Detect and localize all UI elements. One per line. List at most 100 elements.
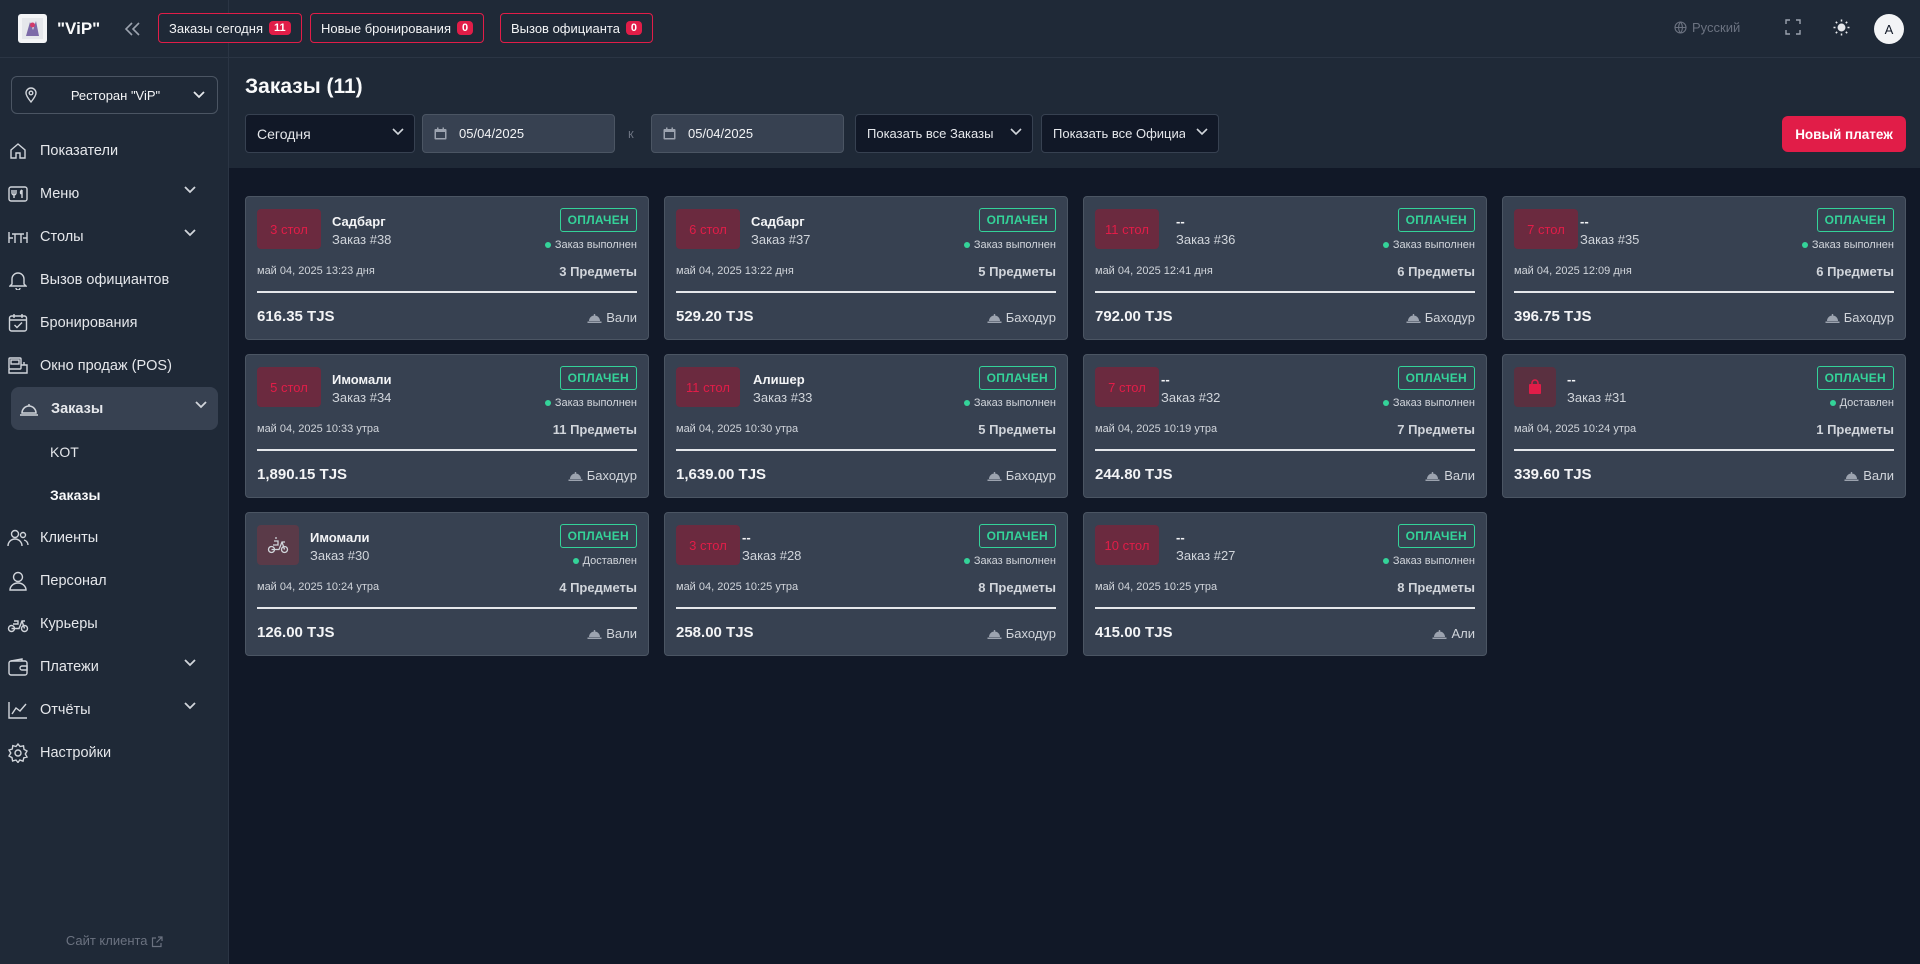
- sidebar-subitem-orders[interactable]: Заказы: [50, 486, 101, 503]
- items-count: 6 Предметы: [1816, 264, 1894, 279]
- order-number: Заказ #37: [751, 232, 811, 247]
- sidebar-subitem-kot[interactable]: KOT: [50, 443, 79, 460]
- cloche-icon: [18, 398, 40, 420]
- language-selector[interactable]: Русский: [1674, 20, 1740, 35]
- client-site-link[interactable]: Сайт клиента: [0, 933, 229, 948]
- chevron-down-icon: [193, 91, 205, 99]
- restaurant-select[interactable]: Ресторан "ViP": [11, 76, 218, 114]
- sidebar-item-settings[interactable]: Настройки: [0, 731, 218, 774]
- card-divider: [1095, 291, 1475, 293]
- card-divider: [1514, 291, 1894, 293]
- waiters-filter-select[interactable]: Показать все Официанты: [1041, 114, 1219, 153]
- new-payment-button[interactable]: Новый платеж: [1782, 116, 1906, 152]
- waiter-name: Али: [1451, 626, 1475, 641]
- waiter-cloche-icon: [587, 312, 602, 324]
- order-datetime: май 04, 2025 12:41 дня: [1095, 265, 1213, 277]
- sidebar-item-payments[interactable]: Платежи: [0, 645, 218, 688]
- restaurant-name: Ресторан "ViP": [70, 87, 161, 103]
- order-state-label: Заказ выполнен: [554, 239, 637, 251]
- customer-name: Садбарг: [332, 214, 386, 229]
- brand[interactable]: "ViP": [0, 0, 228, 58]
- order-card[interactable]: Имомали Заказ #30 ОПЛАЧЕН Доставлен май 04, …: [245, 512, 649, 656]
- customer-name: --: [1161, 372, 1170, 387]
- table-badge: 10 стол: [1095, 525, 1159, 565]
- order-amount: 258.00 TJS: [676, 624, 754, 641]
- orders-today-pill[interactable]: Заказы сегодня 11: [158, 13, 302, 43]
- collapse-sidebar-icon[interactable]: [120, 17, 144, 41]
- waiter-call-pill[interactable]: Вызов официанта 0: [500, 13, 654, 43]
- order-datetime: май 04, 2025 10:25 утра: [676, 581, 799, 593]
- order-type-box: [257, 525, 299, 565]
- order-card[interactable]: 7 стол -- Заказ #35 ОПЛАЧЕН Заказ выполнен ма…: [1502, 196, 1906, 340]
- status-dot-icon: [963, 242, 970, 248]
- card-divider: [1095, 449, 1475, 451]
- globe-icon: [1674, 21, 1687, 34]
- order-state: Заказ выполнен: [1382, 239, 1475, 251]
- order-card[interactable]: 11 стол -- Заказ #36 ОПЛАЧЕН Заказ выполнен м…: [1083, 196, 1487, 340]
- sidebar-item-clients[interactable]: Клиенты: [0, 516, 218, 559]
- payment-status-badge: ОПЛАЧЕН: [1397, 524, 1475, 548]
- sidebar-item-reports[interactable]: Отчёты: [0, 688, 218, 731]
- order-amount: 339.60 TJS: [1514, 466, 1592, 483]
- theme-toggle-icon[interactable]: [1833, 19, 1850, 36]
- order-amount: 1,890.15 TJS: [257, 466, 348, 483]
- order-number: Заказ #33: [753, 390, 813, 405]
- payment-status-badge: ОПЛАЧЕН: [1816, 208, 1894, 232]
- calendar-icon: [434, 127, 447, 140]
- date-to-input[interactable]: 05/04/2025: [651, 114, 844, 153]
- order-card[interactable]: -- Заказ #31 ОПЛАЧЕН Доставлен май 04, 2025 …: [1502, 354, 1906, 498]
- waiter-name: Баходур: [1005, 310, 1056, 325]
- sidebar-item-dashboard[interactable]: Показатели: [0, 129, 218, 172]
- chevron-down-icon: [184, 186, 196, 194]
- sidebar-item-label: Отчёты: [40, 701, 91, 718]
- sidebar-item-orders[interactable]: Заказы: [11, 387, 218, 430]
- order-card[interactable]: 3 стол -- Заказ #28 ОПЛАЧЕН Заказ выполнен ма…: [664, 512, 1068, 656]
- table-badge: 7 стол: [1514, 209, 1578, 249]
- client-site-label: Сайт клиента: [65, 933, 148, 948]
- order-state: Заказ выполнен: [544, 397, 637, 409]
- sidebar-item-couriers[interactable]: Курьеры: [0, 602, 218, 645]
- items-count: 6 Предметы: [1397, 264, 1475, 279]
- order-card[interactable]: 3 стол Садбарг Заказ #38 ОПЛАЧЕН Заказ выпол…: [245, 196, 649, 340]
- order-number: Заказ #32: [1161, 390, 1221, 405]
- new-reservations-pill[interactable]: Новые бронирования 0: [310, 13, 485, 43]
- table-badge: 7 стол: [1095, 367, 1159, 407]
- sidebar-item-pos[interactable]: Окно продаж (POS): [0, 344, 218, 387]
- order-amount: 415.00 TJS: [1095, 624, 1173, 641]
- order-card[interactable]: 10 стол -- Заказ #27 ОПЛАЧЕН Заказ выполнен м…: [1083, 512, 1487, 656]
- fullscreen-icon[interactable]: [1785, 19, 1801, 35]
- order-card[interactable]: 6 стол Садбарг Заказ #37 ОПЛАЧЕН Заказ выпол…: [664, 196, 1068, 340]
- chevron-down-icon: [184, 229, 196, 237]
- orders-today-count: 11: [269, 21, 291, 35]
- date-from-input[interactable]: 05/04/2025: [422, 114, 615, 153]
- sidebar-item-tables[interactable]: Столы: [0, 215, 218, 258]
- customer-name: --: [1580, 214, 1589, 229]
- status-dot-icon: [963, 400, 970, 406]
- waiter-cloche-icon: [1825, 312, 1840, 324]
- payment-status-badge: ОПЛАЧЕН: [559, 208, 637, 232]
- users-icon: [7, 527, 29, 549]
- order-card[interactable]: 11 стол Алишер Заказ #33 ОПЛАЧЕН Заказ выпол…: [664, 354, 1068, 498]
- order-state: Доставлен: [572, 555, 637, 567]
- sidebar-item-staff[interactable]: Персонал: [0, 559, 218, 602]
- table-badge: 6 стол: [676, 209, 740, 249]
- orders-filter-select[interactable]: Показать все Заказы: [855, 114, 1033, 153]
- wallet-icon: [7, 656, 29, 678]
- order-card[interactable]: 7 стол -- Заказ #32 ОПЛАЧЕН Заказ выполнен ма…: [1083, 354, 1487, 498]
- sidebar-item-menu[interactable]: Меню: [0, 172, 218, 215]
- waiter: Вали: [587, 626, 637, 641]
- date-to-value: 05/04/2025: [688, 126, 754, 141]
- waiter-name: Баходур: [1005, 468, 1056, 483]
- status-dot-icon: [1801, 242, 1808, 248]
- order-card[interactable]: 5 стол Имомали Заказ #34 ОПЛАЧЕН Заказ выпол…: [245, 354, 649, 498]
- order-amount: 126.00 TJS: [257, 624, 335, 641]
- chevron-down-icon: [392, 128, 404, 136]
- waiter-call-label: Вызов официанта: [511, 20, 620, 36]
- waiter-cloche-icon: [1425, 470, 1440, 482]
- order-amount: 244.80 TJS: [1095, 466, 1173, 483]
- user-avatar[interactable]: A: [1874, 14, 1904, 44]
- sidebar-item-waiter-calls[interactable]: Вызов официантов: [0, 258, 218, 301]
- sidebar-item-reservations[interactable]: Бронирования: [0, 301, 218, 344]
- period-select[interactable]: Сегодня: [245, 114, 415, 153]
- waiter-cloche-icon: [1406, 312, 1421, 324]
